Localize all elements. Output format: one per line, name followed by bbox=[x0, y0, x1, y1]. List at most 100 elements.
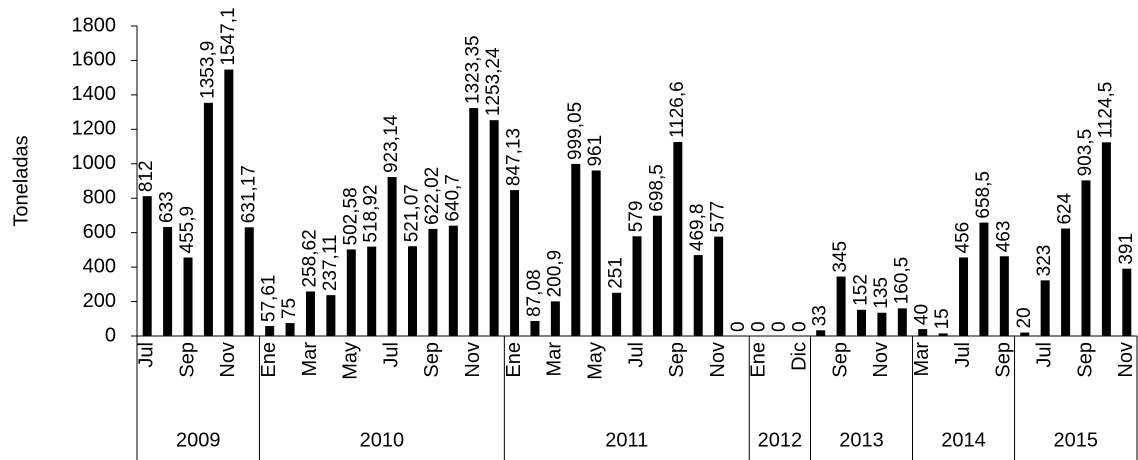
value-label: 160,5 bbox=[891, 257, 912, 305]
value-label: 345 bbox=[830, 241, 851, 273]
bar bbox=[816, 330, 826, 336]
y-tick-label: 1000 bbox=[72, 152, 117, 174]
value-label: 624 bbox=[1055, 192, 1076, 224]
y-tick-label: 400 bbox=[83, 255, 116, 277]
value-label: 40 bbox=[912, 304, 933, 325]
x-tick-label: Ene bbox=[748, 342, 770, 378]
y-tick-label: 1600 bbox=[72, 49, 117, 71]
value-label: 698,5 bbox=[646, 164, 667, 212]
value-label: 75 bbox=[279, 298, 300, 319]
value-label: 0 bbox=[789, 321, 810, 332]
x-tick-label: Nov bbox=[707, 342, 729, 378]
value-label: 258,62 bbox=[299, 229, 320, 287]
value-label: 152 bbox=[851, 274, 872, 306]
x-tick-label: Sep bbox=[421, 342, 443, 378]
y-tick-label: 1800 bbox=[72, 14, 117, 36]
bar bbox=[244, 227, 254, 336]
bar bbox=[530, 321, 540, 336]
bar bbox=[346, 249, 356, 336]
value-label: 0 bbox=[769, 321, 790, 332]
value-label: 518,92 bbox=[361, 185, 382, 243]
bar bbox=[550, 301, 560, 336]
value-label: 0 bbox=[748, 321, 769, 332]
bar bbox=[897, 308, 907, 336]
value-label: 463 bbox=[993, 221, 1014, 253]
value-label: 631,17 bbox=[238, 165, 259, 223]
bar bbox=[959, 257, 969, 336]
value-label: 923,14 bbox=[381, 114, 402, 173]
bar bbox=[408, 246, 418, 336]
bar bbox=[428, 228, 438, 336]
x-tick-label: Nov bbox=[462, 342, 484, 378]
group-label: 2014 bbox=[941, 429, 986, 451]
x-tick-label: Jul bbox=[135, 342, 157, 368]
x-tick-label: Jul bbox=[380, 342, 402, 368]
bar bbox=[1061, 228, 1071, 336]
bar bbox=[877, 312, 887, 336]
x-tick-label: Dic bbox=[789, 342, 811, 371]
y-tick-label: 0 bbox=[105, 324, 116, 346]
x-tick-label: Sep bbox=[176, 342, 198, 378]
x-tick-label: May bbox=[340, 342, 362, 380]
x-tick-label: Mar bbox=[299, 342, 321, 377]
value-label: 633 bbox=[157, 191, 178, 223]
bar bbox=[1101, 142, 1111, 336]
x-tick-label: Mar bbox=[911, 342, 933, 377]
value-label: 323 bbox=[1034, 245, 1055, 277]
bar bbox=[326, 295, 336, 336]
value-label: 579 bbox=[626, 201, 647, 233]
value-label: 33 bbox=[810, 305, 831, 326]
bar bbox=[693, 255, 703, 336]
value-label: 812 bbox=[136, 160, 157, 192]
bar bbox=[1122, 268, 1132, 336]
group-label: 2010 bbox=[360, 429, 405, 451]
y-tick-label: 600 bbox=[83, 221, 116, 243]
bar bbox=[591, 170, 601, 336]
x-tick-label: Ene bbox=[503, 342, 525, 378]
y-tick-label: 1400 bbox=[72, 83, 117, 105]
x-tick-label: Sep bbox=[829, 342, 851, 378]
x-tick-label: Jul bbox=[1033, 342, 1055, 368]
bar bbox=[489, 120, 499, 337]
group-label: 2012 bbox=[758, 429, 803, 451]
value-label: 1124,5 bbox=[1095, 82, 1116, 139]
bar bbox=[387, 177, 397, 336]
value-label: 135 bbox=[871, 277, 892, 309]
bar bbox=[469, 108, 479, 336]
bar bbox=[938, 333, 948, 336]
group-label: 2011 bbox=[605, 429, 648, 451]
value-label: 391 bbox=[1116, 233, 1137, 265]
bar bbox=[1040, 280, 1050, 336]
bar bbox=[856, 309, 866, 336]
value-label: 15 bbox=[932, 308, 953, 329]
x-tick-label: Nov bbox=[1115, 342, 1137, 378]
value-label: 469,8 bbox=[687, 204, 708, 252]
value-label: 961 bbox=[585, 135, 606, 167]
x-tick-label: May bbox=[584, 342, 606, 380]
value-label: 200,9 bbox=[544, 250, 565, 298]
bar bbox=[632, 236, 642, 336]
bar bbox=[714, 236, 724, 336]
value-label: 237,11 bbox=[320, 234, 341, 291]
group-label: 2013 bbox=[839, 429, 884, 451]
bar bbox=[183, 257, 193, 336]
x-tick-label: Nov bbox=[870, 342, 892, 378]
bar bbox=[142, 196, 152, 336]
bar bbox=[305, 291, 315, 336]
bar bbox=[1020, 332, 1030, 336]
value-label: 1323,35 bbox=[463, 35, 484, 104]
y-tick-label: 200 bbox=[83, 290, 116, 312]
value-label: 456 bbox=[953, 222, 974, 254]
bar bbox=[1081, 180, 1091, 336]
value-label: 20 bbox=[1014, 307, 1035, 328]
value-label: 577 bbox=[708, 201, 729, 233]
value-label: 1126,6 bbox=[667, 81, 688, 138]
bar bbox=[652, 215, 662, 336]
bar bbox=[367, 246, 377, 336]
value-label: 57,61 bbox=[259, 275, 280, 323]
value-label: 502,58 bbox=[340, 187, 361, 245]
group-label: 2009 bbox=[176, 429, 221, 451]
value-label: 622,02 bbox=[422, 167, 443, 225]
value-label: 1253,24 bbox=[483, 47, 504, 116]
